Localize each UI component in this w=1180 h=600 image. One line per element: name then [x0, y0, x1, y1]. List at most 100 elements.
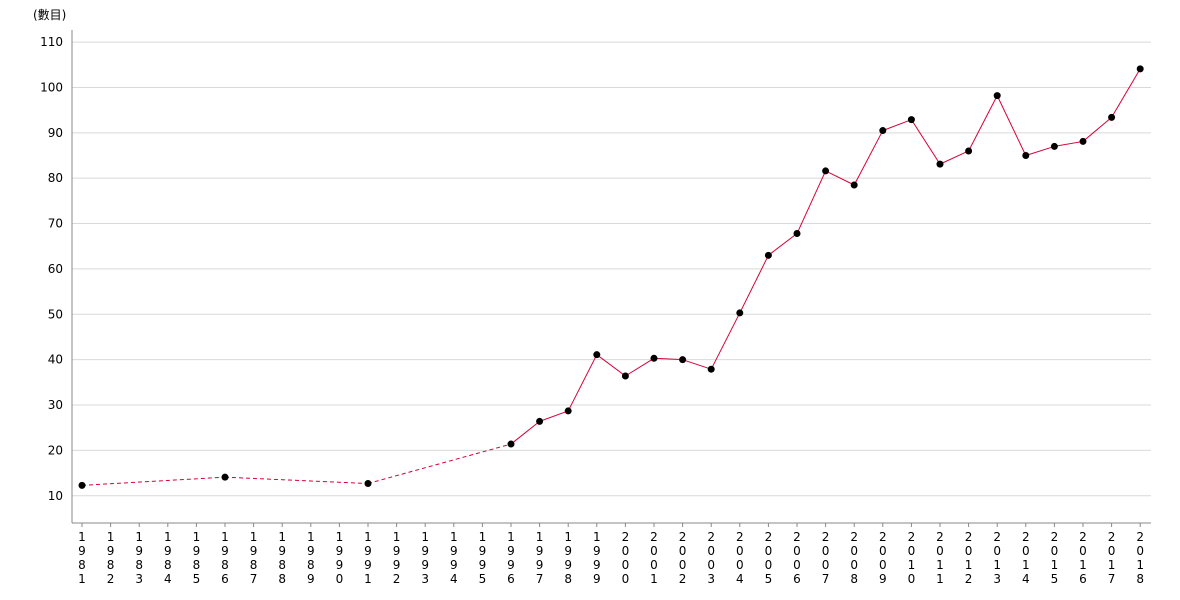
y-tick-label: 40	[48, 353, 63, 367]
y-tick-label: 50	[48, 307, 63, 321]
y-tick-label: 100	[40, 80, 63, 94]
data-point	[993, 92, 1001, 100]
gridlines	[72, 41, 1151, 497]
series-segment	[853, 130, 884, 186]
series-segment	[625, 357, 655, 377]
y-tick-label: 60	[48, 262, 63, 276]
markers	[78, 65, 1144, 489]
axes	[71, 30, 1151, 527]
y-tick-labels: 10 20 30 40 50 60 70 80 90 100 110	[40, 35, 63, 503]
series-segment	[968, 95, 998, 152]
y-tick-label: 80	[48, 171, 63, 185]
data-point	[736, 309, 744, 317]
data-point	[879, 127, 887, 135]
data-point	[850, 181, 858, 189]
x-tick-labels: 1 9 8 1 1 9 8 2 1 9 8 3 1 9 8 4 1 9 8 5 1 9 8 6 1 9 8 7 1 9 8 8 1 9 8 9 1 9 9 0…	[78, 530, 1144, 586]
series-segment	[1025, 145, 1055, 156]
series-segment	[510, 420, 540, 445]
series-segment	[825, 170, 855, 186]
y-axis-unit-label: (數目)	[33, 8, 66, 22]
data-point	[1079, 137, 1087, 145]
series-segment	[539, 410, 569, 422]
series-segment	[1054, 140, 1084, 147]
data-point	[221, 473, 229, 481]
data-point	[1050, 142, 1058, 150]
series-segment	[567, 354, 598, 412]
data-point	[621, 372, 629, 380]
series-segment	[1111, 68, 1141, 118]
y-tick-label: 30	[48, 398, 63, 412]
series-segment	[1082, 117, 1112, 142]
data-point	[536, 417, 544, 425]
y-tick-label: 90	[48, 126, 63, 140]
series-segment	[996, 95, 1027, 156]
series-segment	[596, 354, 626, 377]
series-segment	[796, 170, 827, 234]
data-point	[364, 480, 372, 488]
data-point	[707, 365, 715, 373]
y-tick-label: 70	[48, 217, 63, 231]
data-point	[822, 167, 830, 175]
data-point	[78, 481, 86, 489]
data-point	[1022, 152, 1030, 159]
series-segment	[653, 357, 683, 361]
data-point	[650, 354, 658, 362]
series-segment-dashed	[367, 443, 512, 485]
data-point	[965, 147, 973, 155]
series-segment	[768, 233, 798, 256]
data-point	[564, 407, 572, 415]
y-tick-label: 110	[40, 35, 63, 49]
data-point	[593, 351, 601, 359]
y-tick-label: 20	[48, 443, 63, 457]
data-point	[679, 356, 687, 364]
series-segment	[939, 150, 969, 165]
data-point	[907, 116, 915, 124]
series-segment	[682, 359, 712, 370]
data-point	[936, 160, 944, 168]
series	[81, 68, 1141, 486]
data-point	[1108, 113, 1116, 121]
series-segment	[739, 255, 769, 314]
series-segment-dashed	[81, 476, 226, 486]
series-segment	[882, 119, 912, 132]
series-segment-dashed	[224, 476, 369, 485]
data-point	[507, 440, 515, 448]
data-point	[793, 230, 801, 238]
series-segment	[710, 312, 741, 370]
